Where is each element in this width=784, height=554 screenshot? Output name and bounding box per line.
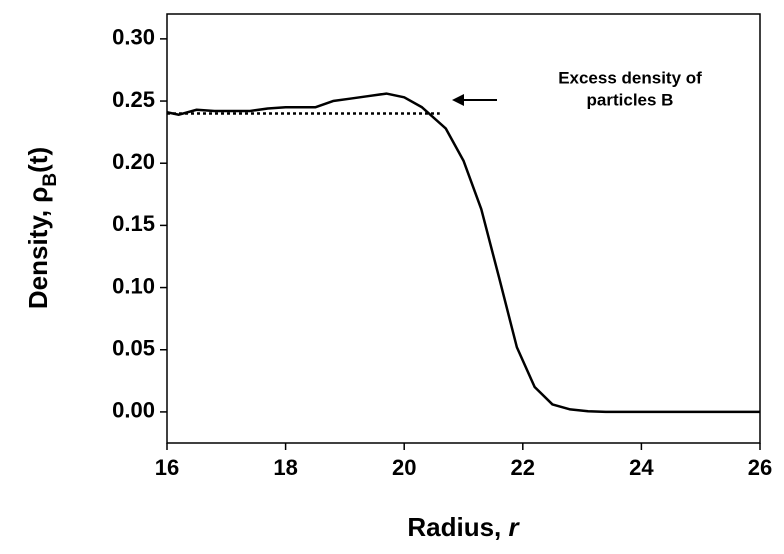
y-title-tail: (t) (23, 147, 53, 173)
x-title-text: Radius, (407, 512, 508, 542)
x-tick-label: 18 (273, 455, 297, 480)
x-title-var: r (509, 512, 521, 542)
annotation: particles B (587, 90, 674, 109)
x-tick-label: 26 (748, 455, 772, 480)
y-title-sub: B (40, 173, 61, 187)
data-line (166, 92, 760, 414)
x-tick-label: 16 (155, 455, 179, 480)
x-tick-label: 20 (392, 455, 416, 480)
y-tick-label: 0.15 (112, 211, 155, 236)
y-tick-label: 0.20 (112, 149, 155, 174)
x-axis-title: Radius, r (407, 512, 520, 542)
annotation: Excess density of (558, 68, 702, 87)
plot-frame (166, 13, 761, 444)
x-tick-label: 22 (511, 455, 535, 480)
y-tick-label: 0.00 (112, 398, 155, 423)
y-tick-label: 0.25 (112, 87, 155, 112)
y-tick-label: 0.05 (112, 336, 155, 361)
y-title-main: Density, ρ (23, 187, 53, 310)
x-tick-label: 24 (629, 455, 654, 480)
y-tick-label: 0.30 (112, 25, 155, 50)
y-axis-title: Density, ρB(t) (23, 147, 61, 309)
y-tick-label: 0.10 (112, 273, 155, 298)
arrow-head (452, 94, 464, 106)
